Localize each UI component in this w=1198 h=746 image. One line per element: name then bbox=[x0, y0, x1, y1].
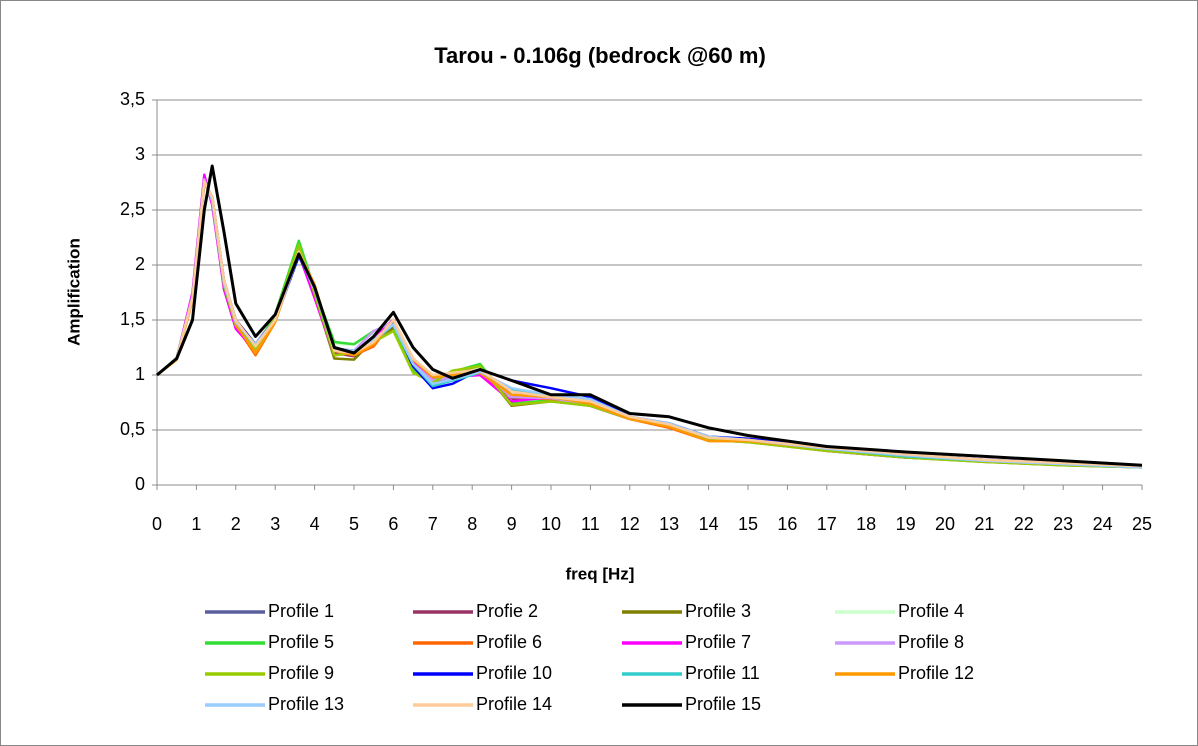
y-tick-label: 2 bbox=[135, 254, 145, 274]
legend-label: Profile 15 bbox=[685, 694, 761, 714]
x-tick-label: 3 bbox=[270, 514, 280, 534]
x-tick-label: 16 bbox=[777, 514, 797, 534]
legend-label: Profile 10 bbox=[476, 663, 552, 683]
legend-label: Profile 5 bbox=[268, 632, 334, 652]
y-tick-label: 3 bbox=[135, 144, 145, 164]
x-tick-label: 1 bbox=[191, 514, 201, 534]
x-tick-label: 8 bbox=[467, 514, 477, 534]
y-axis-label: Amplification bbox=[64, 238, 83, 346]
x-tick-label: 0 bbox=[152, 514, 162, 534]
x-tick-label: 11 bbox=[581, 514, 600, 534]
x-tick-label: 17 bbox=[817, 514, 837, 534]
legend-label: Profile 4 bbox=[898, 601, 964, 621]
series-line bbox=[156, 180, 1143, 468]
x-tick-label: 13 bbox=[659, 514, 679, 534]
x-tick-label: 25 bbox=[1132, 514, 1152, 534]
x-tick-label: 7 bbox=[428, 514, 438, 534]
x-tick-label: 9 bbox=[507, 514, 517, 534]
x-tick-label: 24 bbox=[1093, 514, 1113, 534]
legend-label: Profile 6 bbox=[476, 632, 542, 652]
legend-label: Profile 1 bbox=[268, 601, 334, 621]
x-tick-label: 19 bbox=[896, 514, 916, 534]
x-axis-label: freq [Hz] bbox=[566, 564, 635, 583]
legend-label: Profile 14 bbox=[476, 694, 552, 714]
x-tick-label: 12 bbox=[620, 514, 640, 534]
x-tick-label: 20 bbox=[935, 514, 955, 534]
x-tick-label: 5 bbox=[349, 514, 359, 534]
x-tick-label: 14 bbox=[699, 514, 719, 534]
x-tick-label: 15 bbox=[738, 514, 758, 534]
x-tick-label: 6 bbox=[388, 514, 398, 534]
y-tick-label: 3,5 bbox=[120, 89, 145, 109]
x-tick-label: 23 bbox=[1053, 514, 1073, 534]
y-tick-label: 0,5 bbox=[120, 419, 145, 439]
series-line bbox=[156, 164, 1143, 467]
x-tick-label: 18 bbox=[856, 514, 876, 534]
legend-label: Profile 12 bbox=[898, 663, 974, 683]
x-tick-label: 10 bbox=[541, 514, 561, 534]
legend-label: Profile 3 bbox=[685, 601, 751, 621]
legend-label: Profile 9 bbox=[268, 663, 334, 683]
x-tick-label: 2 bbox=[231, 514, 241, 534]
legend-label: Profile 8 bbox=[898, 632, 964, 652]
y-tick-label: 2,5 bbox=[120, 199, 145, 219]
x-tick-label: 21 bbox=[974, 514, 994, 534]
chart-title: Tarou - 0.106g (bedrock @60 m) bbox=[434, 43, 766, 68]
y-tick-label: 1 bbox=[135, 364, 145, 384]
legend-label: Profie 2 bbox=[476, 601, 538, 621]
y-tick-label: 0 bbox=[135, 474, 145, 494]
x-tick-label: 22 bbox=[1014, 514, 1034, 534]
x-tick-label: 4 bbox=[310, 514, 320, 534]
legend-label: Profile 11 bbox=[685, 663, 760, 683]
y-tick-label: 1,5 bbox=[120, 309, 145, 329]
legend-label: Profile 7 bbox=[685, 632, 751, 652]
legend-label: Profile 13 bbox=[268, 694, 344, 714]
